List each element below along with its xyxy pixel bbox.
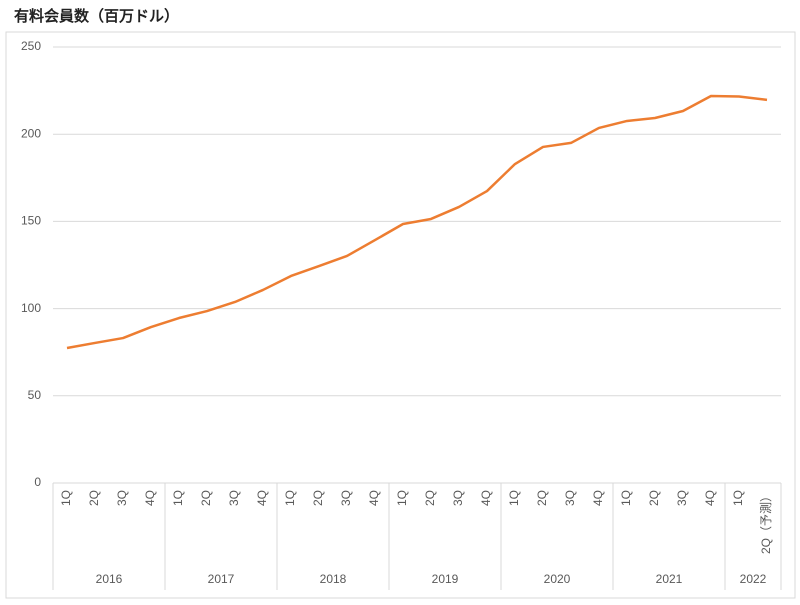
x-tick-label: 3Q	[339, 490, 353, 506]
x-group-label: 2017	[208, 572, 235, 586]
x-tick-label: 1Q	[731, 490, 745, 506]
x-tick-label: 2Q	[87, 490, 101, 506]
chart-frame	[5, 31, 796, 599]
x-tick-label: 1Q	[283, 490, 297, 506]
x-group-label: 2016	[96, 572, 123, 586]
x-tick-label: 3Q	[227, 490, 241, 506]
x-tick-label: 4Q	[255, 490, 269, 506]
line-series	[66, 94, 768, 350]
chart-title: 有料会員数（百万ドル）	[14, 7, 179, 25]
x-tick-label: 2Q	[311, 490, 325, 506]
x-tick-label: 1Q	[619, 490, 633, 506]
x-tick-label: 4Q	[703, 490, 717, 506]
x-tick-label: 4Q	[479, 490, 493, 506]
x-tick-label: 1Q	[171, 490, 185, 506]
x-tick-label: 1Q	[59, 490, 73, 506]
x-tick-label: 4Q	[143, 490, 157, 506]
x-group-label: 2020	[544, 572, 571, 586]
x-group-label: 2019	[432, 572, 459, 586]
x-tick-label: 4Q	[591, 490, 605, 506]
x-tick-label: 1Q	[395, 490, 409, 506]
y-tick-label: 100	[21, 301, 41, 315]
x-tick-label: 2Q	[535, 490, 549, 506]
y-tick-label: 150	[21, 214, 41, 228]
x-tick-label: 3Q	[451, 490, 465, 506]
x-group-label: 2021	[656, 572, 683, 586]
x-tick-label: 4Q	[367, 490, 381, 506]
y-tick-label: 0	[34, 475, 41, 489]
x-tick-label: 1Q	[507, 490, 521, 506]
y-tick-label: 50	[28, 388, 42, 402]
x-tick-label: 2Q（予測）	[759, 490, 773, 554]
x-group-label: 2022	[740, 572, 767, 586]
x-tick-label: 3Q	[563, 490, 577, 506]
y-tick-label: 250	[21, 39, 41, 53]
x-tick-label: 2Q	[199, 490, 213, 506]
x-group-label: 2018	[320, 572, 347, 586]
y-tick-label: 200	[21, 126, 41, 140]
x-tick-label: 3Q	[115, 490, 129, 506]
x-tick-label: 2Q	[647, 490, 661, 506]
x-tick-label: 3Q	[675, 490, 689, 506]
x-tick-label: 2Q	[423, 490, 437, 506]
